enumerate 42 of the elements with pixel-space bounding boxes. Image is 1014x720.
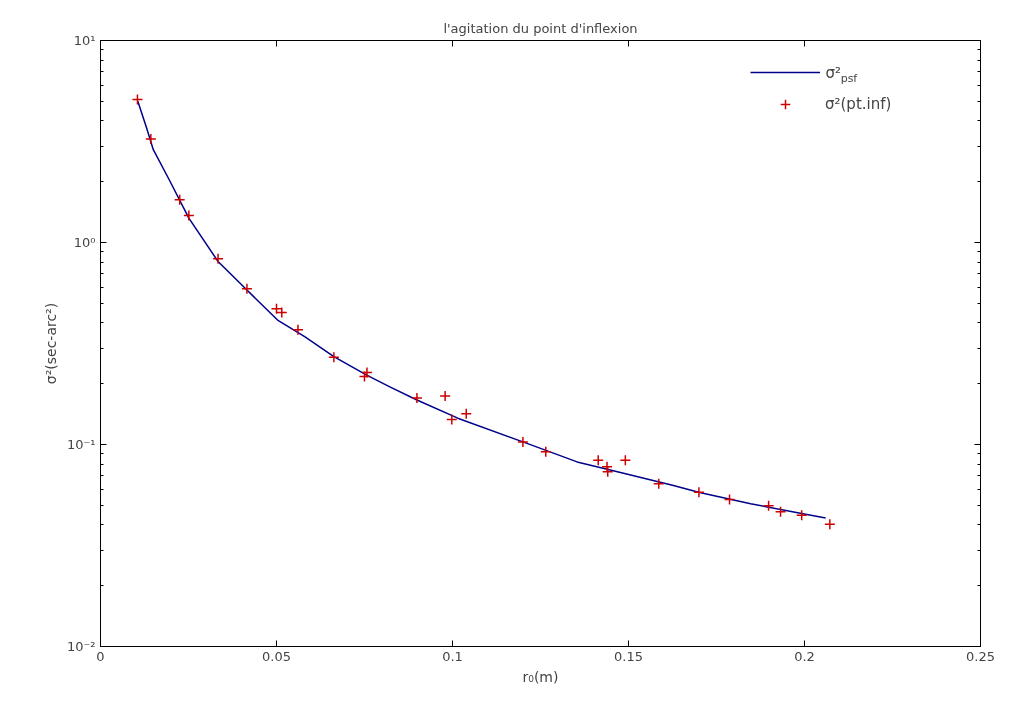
x-tick-label: 0.05	[262, 648, 291, 664]
point	[592, 454, 604, 466]
x-axis-title: r₀(m)	[522, 668, 559, 685]
y-axis-title: σ²(sec-arc²)	[42, 302, 59, 385]
point	[601, 466, 614, 478]
y-tick-label: 10⁻²	[66, 639, 96, 654]
point	[540, 446, 552, 458]
point	[145, 133, 157, 145]
point	[723, 493, 736, 506]
point	[439, 390, 451, 402]
point	[292, 323, 304, 336]
x-tick-label: 0.1	[442, 648, 463, 664]
point	[361, 366, 373, 379]
line-series	[137, 100, 827, 519]
y-tick-label: 10⁻¹	[66, 437, 96, 452]
y-tick-label: 10⁰	[73, 235, 96, 250]
x-tick-label: 0.25	[966, 648, 995, 664]
point	[446, 413, 458, 426]
point	[241, 283, 253, 295]
point	[693, 486, 705, 499]
point	[276, 306, 288, 319]
point	[131, 93, 144, 106]
chart-title: l'agitation du point d'inflexion	[443, 20, 638, 36]
point	[774, 506, 787, 518]
point	[411, 392, 423, 404]
point	[212, 253, 224, 265]
point	[824, 518, 836, 530]
point	[460, 407, 472, 420]
point	[795, 509, 808, 522]
point	[619, 454, 632, 466]
x-tick-label: 0	[96, 648, 105, 664]
y-tick-label: 10¹	[73, 33, 96, 48]
point	[653, 477, 665, 490]
point	[183, 209, 195, 222]
point	[328, 351, 340, 364]
x-tick-label: 0.2	[794, 648, 815, 664]
x-tick-label: 0.15	[614, 648, 643, 664]
legend-label: σ²(pt.inf)	[825, 94, 892, 115]
point	[358, 370, 371, 383]
point	[517, 436, 529, 448]
point	[762, 500, 775, 512]
point	[173, 193, 186, 206]
